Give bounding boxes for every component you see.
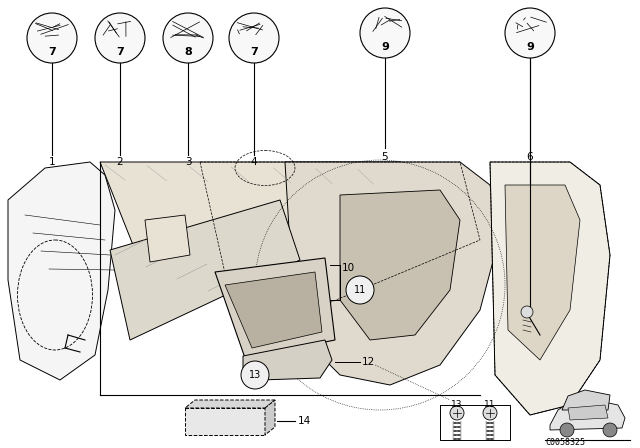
Polygon shape <box>225 272 322 348</box>
Text: C0058325: C0058325 <box>545 438 585 447</box>
Polygon shape <box>265 400 275 435</box>
Polygon shape <box>185 408 265 435</box>
Polygon shape <box>100 162 430 250</box>
Text: 11: 11 <box>484 400 496 409</box>
Circle shape <box>521 306 533 318</box>
Text: 11: 11 <box>354 285 366 295</box>
Polygon shape <box>285 162 500 385</box>
Text: 5: 5 <box>381 152 388 162</box>
Circle shape <box>229 13 279 63</box>
Circle shape <box>483 406 497 420</box>
Text: 7: 7 <box>48 47 56 57</box>
Circle shape <box>505 8 555 58</box>
Circle shape <box>95 13 145 63</box>
Polygon shape <box>243 340 332 380</box>
Polygon shape <box>340 190 460 340</box>
Polygon shape <box>562 390 610 410</box>
Polygon shape <box>145 215 190 262</box>
Text: 6: 6 <box>527 152 533 162</box>
Text: 8: 8 <box>184 47 192 57</box>
Text: 12: 12 <box>362 357 375 367</box>
Text: 7: 7 <box>250 47 258 57</box>
Circle shape <box>450 406 464 420</box>
Circle shape <box>346 276 374 304</box>
Text: 7: 7 <box>116 47 124 57</box>
Text: 9: 9 <box>381 42 389 52</box>
Polygon shape <box>8 162 115 380</box>
Polygon shape <box>185 400 275 408</box>
Polygon shape <box>215 258 335 358</box>
Circle shape <box>560 423 574 437</box>
Text: 14: 14 <box>298 416 311 426</box>
Text: 2: 2 <box>116 157 124 167</box>
Text: 3: 3 <box>185 157 191 167</box>
Circle shape <box>163 13 213 63</box>
Polygon shape <box>568 405 608 420</box>
Circle shape <box>241 361 269 389</box>
Text: 9: 9 <box>526 42 534 52</box>
Circle shape <box>603 423 617 437</box>
Text: 4: 4 <box>251 157 257 167</box>
Text: 13: 13 <box>249 370 261 380</box>
Polygon shape <box>110 200 300 340</box>
Text: 1: 1 <box>49 157 55 167</box>
Circle shape <box>27 13 77 63</box>
Polygon shape <box>550 400 625 430</box>
Polygon shape <box>490 162 610 415</box>
Polygon shape <box>505 185 580 360</box>
Text: 13: 13 <box>451 400 463 409</box>
Circle shape <box>360 8 410 58</box>
Text: 10: 10 <box>342 263 355 273</box>
